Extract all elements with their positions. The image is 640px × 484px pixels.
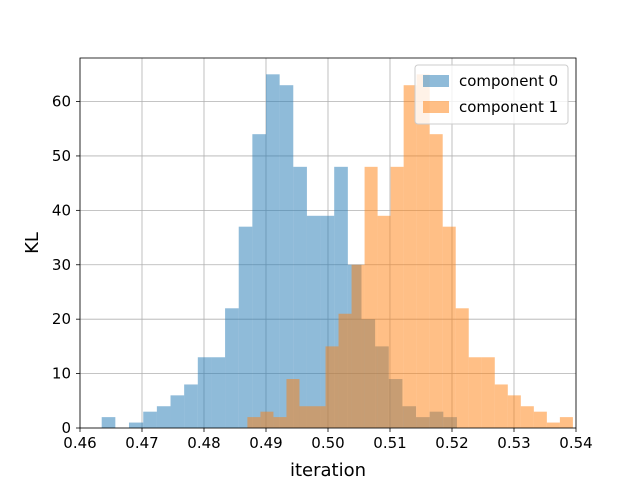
histogram-bar: [238, 226, 253, 428]
histogram-bar: [520, 406, 534, 428]
legend: component 0 component 1: [414, 64, 569, 125]
y-tick-label: 20: [52, 310, 71, 328]
x-tick-label: 0.53: [497, 434, 530, 452]
histogram-bar: [351, 264, 365, 428]
histogram-bar: [377, 215, 391, 428]
histogram-bar: [211, 357, 226, 428]
series-1-bars: [247, 74, 573, 429]
y-tick-label: 40: [52, 201, 71, 219]
histogram-bar: [293, 166, 307, 428]
x-tick-label: 0.47: [125, 434, 158, 452]
legend-box: [414, 64, 569, 125]
y-tick-label: 30: [52, 256, 71, 274]
histogram-bar: [481, 357, 495, 428]
histogram-bar: [266, 74, 280, 428]
x-tick-label: 0.51: [373, 434, 406, 452]
histogram-bar: [468, 357, 482, 428]
histogram-bar: [260, 411, 274, 428]
x-tick-label: 0.48: [187, 434, 220, 452]
y-tick-label: 60: [52, 93, 71, 111]
histogram-bar: [312, 406, 326, 428]
x-tick-label: 0.49: [249, 434, 282, 452]
x-tick-label: 0.54: [559, 434, 592, 452]
histogram-bar: [416, 74, 430, 428]
histogram-bar: [533, 411, 547, 428]
histogram-bar: [364, 166, 378, 428]
histogram-bar: [252, 134, 266, 429]
histogram-bar: [128, 422, 144, 428]
histogram-bar: [143, 411, 157, 428]
y-tick-label: 10: [52, 365, 71, 383]
histogram-bar: [494, 384, 508, 428]
histogram-bar: [156, 406, 171, 428]
histogram-bar: [247, 417, 261, 428]
x-axis-label: iteration: [290, 460, 366, 480]
x-tick-label: 0.50: [311, 434, 344, 452]
histogram-bar: [325, 346, 339, 428]
histogram-bar: [390, 166, 404, 428]
y-axis-label: KL: [22, 232, 43, 254]
legend-label: component 1: [459, 98, 558, 116]
histogram-bar: [279, 85, 294, 429]
y-tick-label: 0: [61, 419, 71, 437]
histogram-bar: [197, 357, 212, 428]
histogram-bar: [273, 417, 287, 428]
histogram-bar: [507, 395, 521, 428]
histogram-bar: [225, 308, 239, 428]
histogram-bar: [559, 417, 573, 428]
legend-swatch: [423, 75, 449, 87]
histogram-bar: [429, 134, 443, 429]
histogram-bar: [546, 422, 560, 428]
legend-swatch: [423, 101, 449, 113]
histogram-bar: [306, 215, 321, 428]
histogram-bar: [338, 313, 352, 428]
histogram-bar: [170, 395, 185, 428]
histogram-bar: [299, 406, 313, 428]
histogram-bars: [101, 74, 573, 429]
x-tick-label: 0.46: [63, 434, 96, 452]
histogram-bar: [184, 384, 198, 428]
histogram-bar: [101, 417, 116, 428]
axis-ticks: 0.46 0.47 0.48 0.49 0.50 0.51 0.52 0.53 0.54 0 10 2…: [52, 93, 593, 452]
histogram-bar: [403, 85, 417, 429]
legend-label: component 0: [459, 72, 558, 90]
x-tick-label: 0.52: [435, 434, 468, 452]
histogram-bar: [286, 379, 300, 428]
histogram-bar: [442, 226, 456, 428]
histogram-bar: [455, 308, 469, 428]
y-tick-label: 50: [52, 147, 71, 165]
